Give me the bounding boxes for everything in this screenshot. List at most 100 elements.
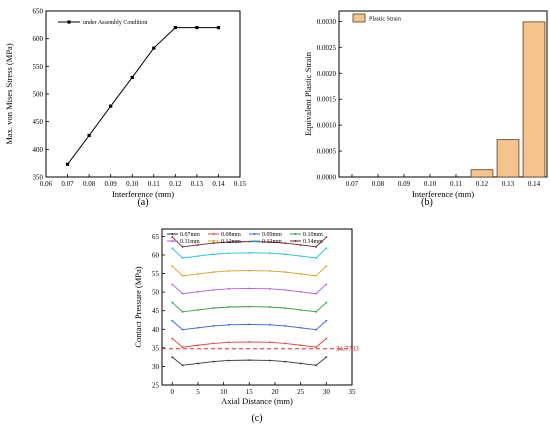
x-tick-label: 0.13 — [502, 180, 515, 188]
legend-label: 0.13mm — [262, 239, 282, 245]
data-point — [248, 359, 251, 362]
x-tick-label: 0.09 — [105, 180, 118, 188]
data-point — [212, 253, 215, 256]
x-tick-label: 0.14 — [528, 180, 541, 188]
data-point — [181, 346, 184, 349]
data-point — [315, 328, 317, 331]
data-point — [299, 244, 302, 246]
data-point — [65, 162, 70, 166]
y-tick-label: 550 — [33, 63, 44, 71]
x-tick-label: 0.12 — [476, 180, 489, 188]
data-point — [284, 325, 287, 327]
y-tick-label: 45 — [152, 307, 160, 315]
panel-caption: (c) — [251, 413, 262, 424]
data-point — [284, 289, 287, 291]
data-point — [248, 323, 251, 326]
data-point — [171, 301, 174, 304]
x-tick-label: 0.07 — [61, 180, 74, 188]
legend-label: Plastic Strain — [369, 17, 401, 23]
x-tick-label: 0.09 — [398, 180, 411, 188]
legend-marker — [294, 240, 297, 242]
data-point — [197, 255, 199, 258]
data-point — [212, 271, 215, 273]
data-point — [227, 341, 230, 344]
x-tick-label: 0.08 — [372, 180, 385, 188]
data-point — [315, 364, 317, 367]
y-tick-label: 0.0005 — [317, 148, 337, 156]
x-tick-label: 0 — [171, 388, 175, 396]
legend-label: 0.10mm — [303, 232, 323, 238]
data-point — [325, 236, 328, 239]
y-axis-label: Max. von Mises Stress (MPa) — [4, 43, 14, 144]
data-point — [212, 307, 215, 310]
y-tick-label: 50 — [152, 289, 160, 297]
data-point — [181, 328, 184, 331]
x-axis-label: Axial Distance (mm) — [221, 396, 293, 406]
data-point — [284, 271, 287, 273]
data-point — [197, 362, 199, 365]
legend-label: 0.09mm — [262, 232, 282, 238]
data-point — [268, 323, 271, 326]
data-point — [197, 309, 199, 311]
data-point — [181, 274, 184, 277]
data-point — [325, 319, 328, 322]
data-point — [227, 252, 230, 255]
y-tick-label: 650 — [33, 8, 44, 16]
data-point — [195, 26, 199, 30]
data-point — [284, 242, 287, 245]
x-tick-label: 0.07 — [346, 180, 359, 188]
y-tick-label: 40 — [152, 326, 160, 334]
data-point — [197, 290, 199, 293]
panel-a-stress-chart: 0.06 0.07 0.08 0.09 0.10 0.11 0.12 0.13 0.14 0.15… — [4, 8, 247, 209]
legend-marker — [294, 233, 297, 235]
y-tick-label: 600 — [33, 35, 44, 43]
y-axis-label: Contact Pressure (MPa) — [133, 266, 143, 347]
data-point — [325, 265, 328, 268]
x-tick-label: 0.15 — [234, 180, 247, 188]
data-point — [212, 342, 215, 345]
data-point — [284, 307, 287, 310]
data-point — [152, 46, 156, 50]
y-tick-label: 25 — [152, 382, 160, 390]
data-point — [299, 255, 302, 258]
data-point — [325, 283, 328, 286]
x-tick-label: 0.13 — [191, 180, 204, 188]
data-point — [227, 241, 230, 243]
y-tick-label: 0.0010 — [317, 122, 337, 130]
data-point — [248, 269, 251, 272]
data-point — [268, 252, 271, 255]
data-point — [171, 247, 174, 250]
data-point — [315, 310, 317, 313]
x-tick-label: 0.12 — [169, 180, 182, 188]
data-point — [181, 257, 184, 259]
data-point — [212, 289, 215, 291]
data-point — [212, 325, 215, 327]
data-point — [181, 292, 184, 295]
bar — [496, 139, 520, 178]
data-point — [248, 287, 251, 290]
x-tick-label: 0.10 — [126, 180, 139, 188]
data-point — [315, 245, 317, 248]
legend-label: under Assembly Condition — [83, 20, 147, 26]
x-tick-label: 30 — [323, 388, 331, 396]
data-point — [197, 244, 199, 246]
data-point — [299, 273, 302, 275]
x-tick-label: 15 — [246, 388, 254, 396]
panel-c-contact-pressure-chart: 0 5 10 15 20 25 30 35 25 30 35 40 45 50 55 60 65 Axial Di… — [133, 228, 359, 424]
series-line-0.08mm — [171, 338, 327, 348]
legend-marker — [171, 233, 174, 235]
x-tick-label: 20 — [271, 388, 279, 396]
data-point — [325, 356, 328, 359]
threshold-label: 34.7733 — [336, 345, 359, 353]
data-point — [197, 344, 199, 347]
y-tick-label: 65 — [152, 233, 160, 241]
x-tick-label: 0.06 — [40, 180, 53, 188]
y-tick-label: 0.0000 — [317, 174, 337, 182]
data-point — [130, 75, 134, 79]
legend-marker — [253, 233, 256, 235]
data-point — [212, 242, 215, 245]
legend-marker — [212, 240, 215, 242]
data-point — [248, 341, 251, 343]
data-point — [268, 306, 271, 308]
data-point — [268, 359, 271, 362]
